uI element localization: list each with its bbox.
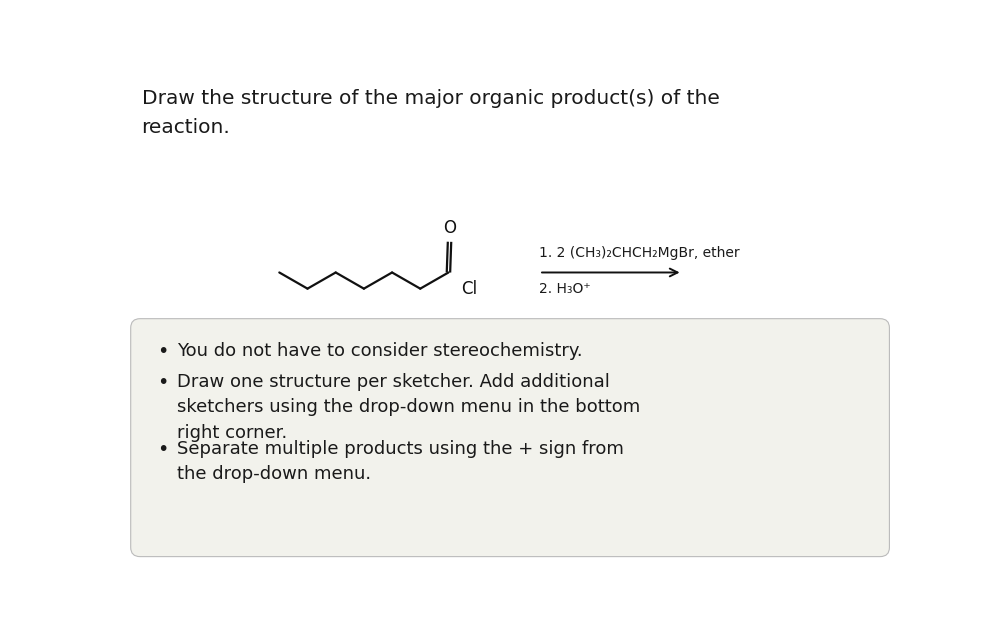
Text: Cl: Cl [461, 280, 478, 298]
Text: O: O [443, 219, 456, 237]
Text: Draw the structure of the major organic product(s) of the: Draw the structure of the major organic … [141, 89, 719, 108]
Text: Draw one structure per sketcher. Add additional
sketchers using the drop-down me: Draw one structure per sketcher. Add add… [177, 372, 640, 442]
Text: •: • [157, 440, 168, 458]
Text: You do not have to consider stereochemistry.: You do not have to consider stereochemis… [177, 342, 583, 360]
Text: reaction.: reaction. [141, 119, 230, 138]
Text: Separate multiple products using the + sign from
the drop-down menu.: Separate multiple products using the + s… [177, 440, 624, 484]
FancyBboxPatch shape [130, 318, 889, 556]
Text: 2. H₃O⁺: 2. H₃O⁺ [539, 282, 591, 296]
Text: •: • [157, 342, 168, 360]
Text: 1. 2 (CH₃)₂CHCH₂MgBr, ether: 1. 2 (CH₃)₂CHCH₂MgBr, ether [539, 246, 740, 260]
Text: •: • [157, 372, 168, 392]
